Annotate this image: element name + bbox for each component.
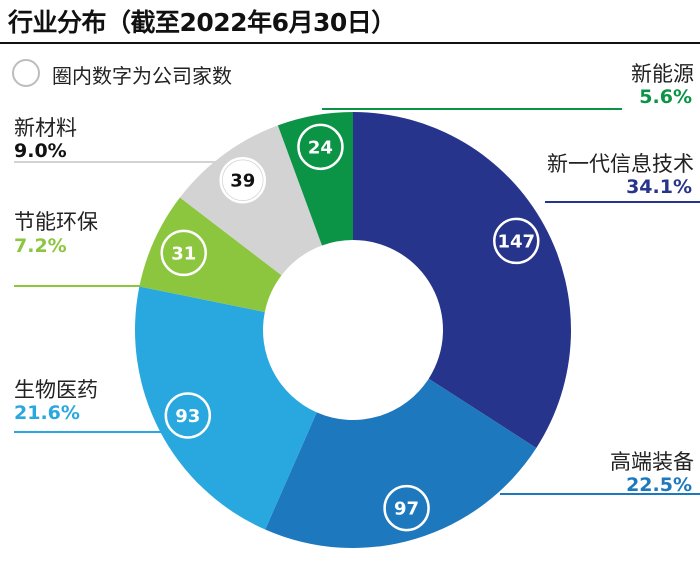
count-value-high-end-equipment: 97 [394,499,419,520]
percent-high-end-equipment: 22.5% [626,474,692,496]
label-new-energy: 新能源 [631,62,694,86]
count-legend-circle-icon [12,59,40,87]
slice-high-end-equipment [265,378,537,548]
count-badge-circle-new-generation-it [493,217,540,265]
count-value-energy-saving: 31 [171,243,196,264]
donut-slices [135,112,571,548]
slice-new-energy [277,112,353,246]
count-badge-fill-new-materials [222,160,263,201]
count-value-new-energy: 24 [308,137,333,158]
count-badge-circle-biomedicine [164,392,212,439]
count-badges: 147 97 93 31 39 24 [160,123,540,532]
label-energy-saving: 节能环保 [14,210,98,234]
count-legend-note: 圈内数字为公司家数 [52,64,232,88]
percent-new-energy: 5.6% [639,86,692,108]
percent-biomedicine: 21.6% [14,402,80,424]
label-high-end-equipment: 高端装备 [610,450,694,474]
percent-new-generation-it: 34.1% [626,176,692,198]
label-biomedicine: 生物医药 [14,378,98,402]
percent-energy-saving: 7.2% [14,235,67,257]
count-badge-circle-new-energy [297,123,344,171]
slice-biomedicine [135,286,317,530]
count-value-biomedicine: 93 [175,406,200,427]
label-new-generation-it: 新一代信息技术 [547,152,694,176]
chart-title: 行业分布（截至2022年6月30日） [8,8,396,37]
count-badge-circle-energy-saving [160,229,207,277]
count-badge-circle-new-materials [219,156,266,204]
slice-new-generation-it [353,112,571,448]
title-divider [0,42,700,44]
label-new-materials: 新材料 [14,116,77,140]
count-value-new-materials: 39 [230,171,255,192]
slice-energy-saving [139,197,282,313]
count-value-new-generation-it: 147 [497,231,535,252]
percent-new-materials: 9.0% [14,140,67,162]
count-badge-circle-high-end-equipment [383,484,430,532]
